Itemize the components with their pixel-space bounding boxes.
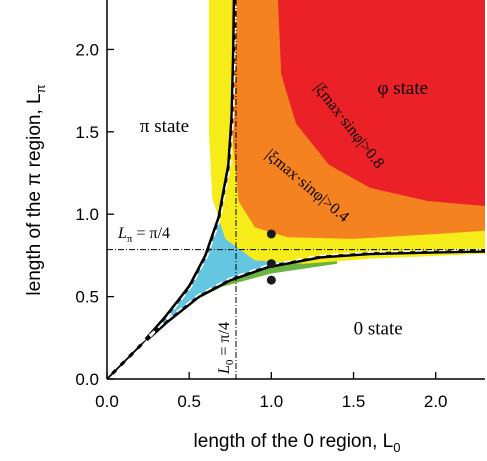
data-point-2 [266, 259, 276, 269]
phase-boundary-lower [107, 249, 485, 379]
phase-region-green-lower [156, 257, 338, 330]
region-label-pi: π state [140, 116, 189, 137]
data-point-1 [266, 229, 276, 239]
reference-label-l-0: L0 = π/4 [216, 322, 236, 375]
dashed-boundary-upper [108, 0, 237, 379]
dashed-boundary-lower [107, 248, 485, 378]
phase-region-red [277, 0, 485, 206]
y-tick-label-4: 2.0 [75, 40, 99, 59]
y-tick-label-2: 1.0 [75, 205, 99, 224]
y-tick-label-3: 1.5 [75, 123, 99, 142]
x-tick-label-0: 0.0 [95, 392, 119, 411]
y-tick-label-1: 0.5 [75, 288, 99, 307]
region-label-phi: φ state [378, 78, 429, 99]
y-axis-title: length of the π region, Lπ [24, 84, 48, 295]
x-tick-label-1: 0.5 [177, 392, 201, 411]
x-tick-label-2: 1.0 [260, 392, 284, 411]
x-tick-label-3: 1.5 [342, 392, 366, 411]
x-axis-title: length of the 0 region, L0 [194, 431, 401, 455]
reference-label-l-pi: Lπ = π/4 [117, 225, 170, 245]
data-point-3 [266, 275, 276, 285]
region-label-zero: 0 state [354, 319, 403, 340]
y-tick-label-0: 0.0 [75, 370, 99, 389]
x-tick-label-4: 2.0 [424, 392, 448, 411]
